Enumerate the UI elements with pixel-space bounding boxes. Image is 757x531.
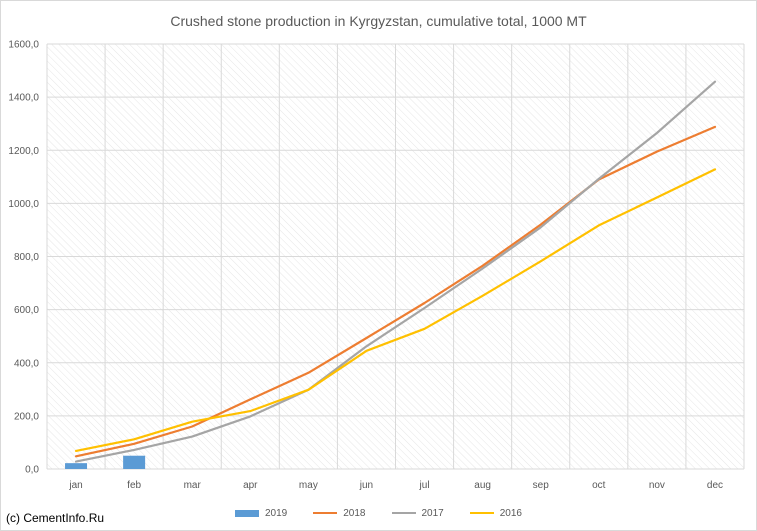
- y-tick-label: 200,0: [14, 411, 39, 422]
- chart-title: Crushed stone production in Kyrgyzstan, …: [170, 13, 587, 29]
- legend-item-2018: 2018: [313, 505, 366, 521]
- x-tick-label: jul: [419, 480, 430, 491]
- x-tick-label: aug: [474, 480, 491, 491]
- x-tick-label: nov: [649, 480, 665, 491]
- gridlines: [46, 43, 745, 470]
- y-tick-label: 1600,0: [8, 40, 39, 51]
- line-series: [74, 80, 717, 463]
- y-tick-label: 1200,0: [8, 146, 39, 157]
- legend: 2019 2018 2017 2016: [0, 505, 757, 521]
- y-tick-label: 600,0: [14, 305, 39, 316]
- legend-label-2016: 2016: [499, 507, 522, 519]
- legend-item-2017: 2017: [391, 505, 444, 521]
- y-axis-ticks: 0,0 200,0 400,0 600,0 800,0 1000,0 1200,0 1400,…: [8, 40, 39, 476]
- series-line-2018: [74, 125, 717, 458]
- legend-label-2017: 2017: [421, 507, 444, 519]
- x-tick-label: may: [299, 480, 318, 491]
- legend-label-2019: 2019: [265, 507, 288, 519]
- legend-swatch-2019: [235, 509, 259, 517]
- y-tick-label: 1400,0: [8, 93, 39, 104]
- x-tick-label: jun: [359, 480, 373, 491]
- x-tick-label: jan: [68, 480, 82, 491]
- x-tick-label: sep: [533, 480, 550, 491]
- x-tick-label: oct: [592, 480, 606, 491]
- legend-swatch-2018: [313, 512, 338, 514]
- legend-item-2016: 2016: [469, 505, 522, 521]
- legend-label-2018: 2018: [343, 507, 366, 519]
- x-tick-label: feb: [127, 480, 141, 491]
- x-axis-ticks: jan feb mar apr may jun jul aug sep oct nov dec: [68, 480, 723, 491]
- bar-2019: [65, 463, 88, 469]
- bar-series: [65, 455, 146, 469]
- y-tick-label: 400,0: [14, 358, 39, 369]
- series-line-2016: [74, 168, 717, 452]
- y-tick-label: 800,0: [14, 252, 39, 263]
- credit-text: (c) CementInfo.Ru: [6, 511, 105, 525]
- y-tick-label: 0,0: [25, 465, 39, 476]
- bar-2019: [123, 455, 146, 469]
- legend-swatch-2016: [469, 512, 494, 514]
- legend-swatch-2017: [391, 512, 416, 514]
- y-tick-label: 1000,0: [8, 199, 39, 210]
- legend-item-2019: 2019: [235, 505, 287, 521]
- series-line-2017: [74, 80, 717, 463]
- x-tick-label: apr: [243, 480, 258, 491]
- x-tick-label: dec: [707, 480, 723, 491]
- x-tick-label: mar: [184, 480, 202, 491]
